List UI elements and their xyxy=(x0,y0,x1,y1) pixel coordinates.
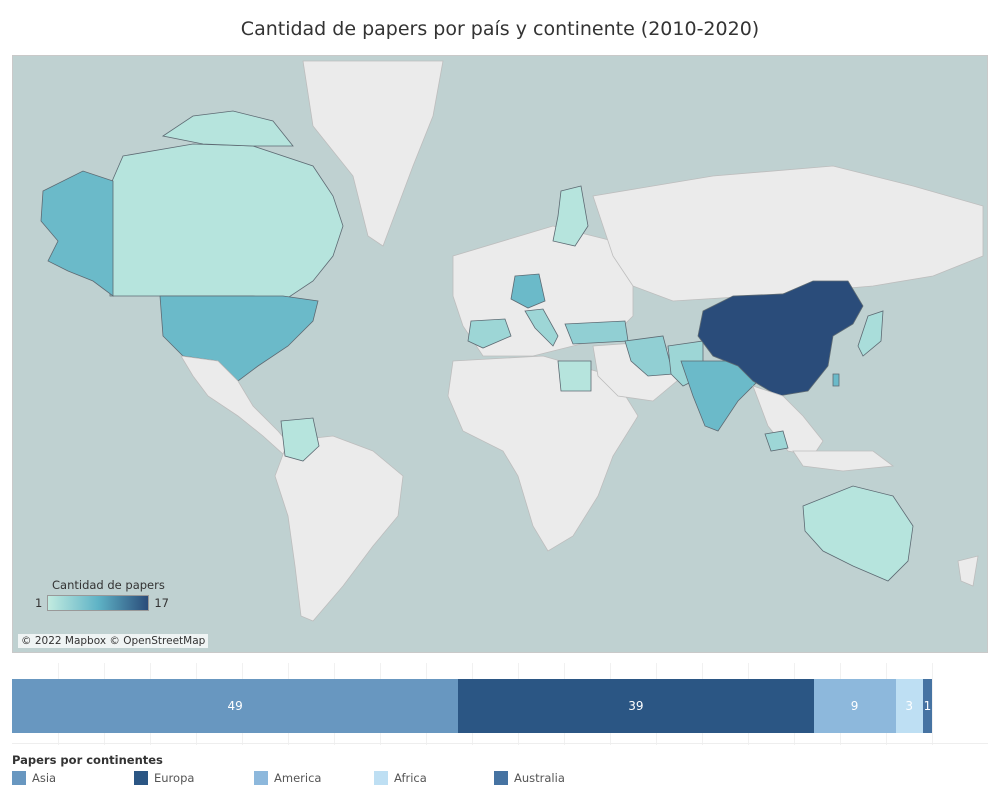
map-attribution[interactable]: © 2022 Mapbox © OpenStreetMap xyxy=(18,634,209,648)
legend-label: Europa xyxy=(154,771,195,785)
map-color-legend: Cantidad de papers 1 17 xyxy=(35,578,169,611)
bar-segment-australia[interactable]: 1 xyxy=(922,679,932,733)
country-turkey xyxy=(564,320,629,345)
new-zealand xyxy=(957,555,979,587)
indonesia xyxy=(792,450,895,472)
bar-segment-america[interactable]: 9 xyxy=(813,679,896,733)
bar-segment-europa[interactable]: 39 xyxy=(458,679,814,733)
south-america xyxy=(274,435,404,622)
country-japan xyxy=(857,310,884,357)
bar-value-label: 49 xyxy=(227,699,243,713)
map-legend-min: 1 xyxy=(35,596,43,610)
legend-label: Asia xyxy=(32,771,57,785)
bar-segment-africa[interactable]: 3 xyxy=(895,679,923,733)
country-spain xyxy=(467,318,512,349)
stacked-bar: 49 39 9 3 1 xyxy=(12,679,932,733)
chart-title: Cantidad de papers por país y continente… xyxy=(240,18,760,40)
bar-value-label: 39 xyxy=(628,699,644,713)
bar-value-label: 9 xyxy=(850,699,859,713)
russia xyxy=(592,165,984,302)
bar-baseline xyxy=(12,743,988,744)
gridline xyxy=(932,663,933,745)
country-canada-islands xyxy=(161,110,294,147)
legend-swatch xyxy=(12,771,26,785)
greenland xyxy=(302,60,444,247)
country-alaska xyxy=(40,170,114,297)
southeast-asia xyxy=(752,385,824,457)
country-taiwan xyxy=(832,373,840,387)
country-usa xyxy=(159,295,319,382)
country-colombia xyxy=(280,417,320,462)
country-canada xyxy=(109,143,344,302)
legend-swatch xyxy=(134,771,148,785)
continent-legend-title: Papers por continentes xyxy=(12,753,163,767)
legend-label: Australia xyxy=(514,771,565,785)
legend-swatch xyxy=(254,771,268,785)
legend-swatch xyxy=(374,771,388,785)
bar-segment-asia[interactable]: 49 xyxy=(12,679,459,733)
legend-swatch xyxy=(494,771,508,785)
bar-value-label: 1 xyxy=(923,699,932,713)
continent-legend: Papers por continentes Asia Europa America… xyxy=(12,753,988,791)
legend-item-asia[interactable]: Asia xyxy=(12,771,56,785)
country-germany xyxy=(510,273,546,309)
bar-value-label: 3 xyxy=(905,699,914,713)
country-iran xyxy=(624,335,674,377)
legend-item-america[interactable]: America xyxy=(254,771,321,785)
legend-label: America xyxy=(274,771,322,785)
continent-bar-chart: 49 39 9 3 1 xyxy=(12,663,988,745)
legend-label: Africa xyxy=(394,771,427,785)
legend-item-africa[interactable]: Africa xyxy=(374,771,427,785)
legend-item-australia[interactable]: Australia xyxy=(494,771,565,785)
country-malaysia xyxy=(764,430,789,452)
map-legend-title: Cantidad de papers xyxy=(52,578,165,592)
legend-item-europa[interactable]: Europa xyxy=(134,771,194,785)
country-egypt xyxy=(557,360,592,392)
map-legend-gradient xyxy=(47,595,150,611)
country-china xyxy=(697,280,864,397)
continent-legend-items: Asia Europa America Africa Australia xyxy=(12,771,988,791)
map-canvas xyxy=(40,60,984,622)
country-italy xyxy=(524,308,559,347)
map-legend-max: 17 xyxy=(154,596,169,610)
country-finland xyxy=(552,185,589,247)
country-australia xyxy=(802,485,914,582)
world-map[interactable]: Cantidad de papers 1 17 © 2022 Mapbox © … xyxy=(12,55,988,653)
